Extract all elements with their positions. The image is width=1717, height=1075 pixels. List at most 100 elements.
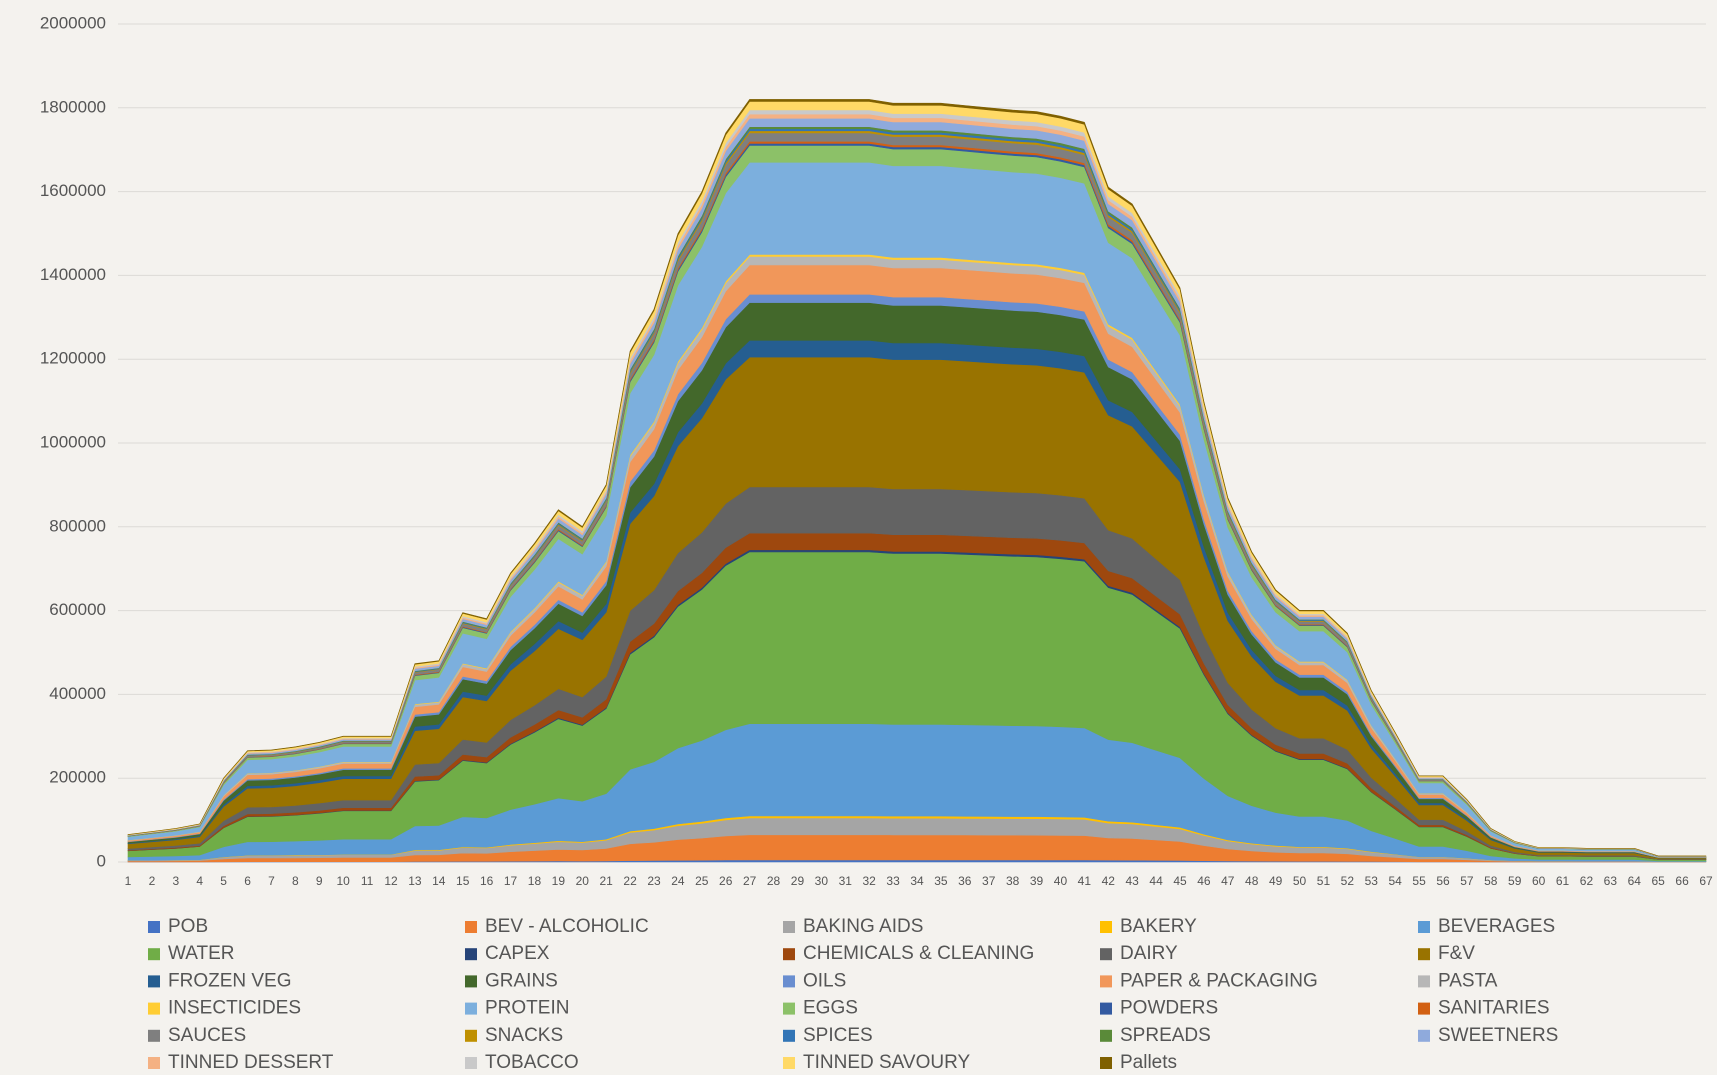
legend-label: INSECTICIDES — [168, 998, 301, 1019]
x-tick-label: 24 — [671, 874, 685, 888]
y-tick-label: 1200000 — [40, 349, 106, 368]
legend-swatch — [1418, 921, 1430, 933]
legend-swatch — [148, 1002, 160, 1015]
x-tick-label: 62 — [1580, 874, 1594, 888]
legend-swatch — [1100, 975, 1112, 988]
legend-label: BEV - ALCOHOLIC — [485, 916, 649, 937]
legend-label: FROZEN VEG — [168, 970, 292, 991]
legend-swatch — [148, 948, 160, 961]
x-tick-label: 16 — [480, 874, 494, 888]
legend-label: EGGS — [803, 998, 858, 1019]
x-tick-label: 2 — [149, 874, 156, 888]
legend-label: TINNED DESSERT — [168, 1052, 334, 1073]
x-tick-label: 58 — [1484, 874, 1498, 888]
legend-swatch — [1100, 948, 1112, 961]
x-tick-label: 4 — [196, 874, 203, 888]
x-tick-label: 40 — [1054, 874, 1068, 888]
x-tick-label: 60 — [1532, 874, 1546, 888]
x-tick-label: 66 — [1675, 874, 1689, 888]
legend-label: SNACKS — [485, 1025, 563, 1046]
plot-areas — [127, 99, 1707, 863]
x-tick-label: 38 — [1006, 874, 1020, 888]
legend-label: PROTEIN — [485, 998, 569, 1019]
x-tick-label: 19 — [552, 874, 566, 888]
x-tick-label: 18 — [528, 874, 542, 888]
x-tick-label: 57 — [1460, 874, 1474, 888]
legend-swatch — [465, 921, 477, 933]
x-tick-label: 56 — [1436, 874, 1450, 888]
y-tick-label: 800000 — [49, 516, 106, 535]
legend-swatch — [1100, 921, 1112, 933]
x-tick-label: 41 — [1078, 874, 1092, 888]
y-tick-label: 1000000 — [40, 432, 106, 451]
legend-swatch — [1100, 1057, 1112, 1069]
legend-swatch — [465, 1029, 477, 1042]
legend-swatch — [783, 1029, 795, 1042]
x-tick-label: 33 — [886, 874, 900, 888]
y-tick-label: 600000 — [49, 600, 106, 619]
legend-swatch — [465, 1002, 477, 1015]
x-tick-label: 34 — [910, 874, 924, 888]
legend-label: CAPEX — [485, 943, 550, 964]
x-tick-label: 54 — [1389, 874, 1403, 888]
x-tick-label: 46 — [1197, 874, 1211, 888]
y-tick-label: 1400000 — [40, 265, 106, 284]
axes: 0 200000 400000 600000 800000 1000000 1200000 1… — [40, 13, 1713, 888]
x-tick-label: 47 — [1221, 874, 1235, 888]
legend-swatch — [783, 921, 795, 933]
legend: POB BEV - ALCOHOLIC BAKING AIDS BAKERY BEVER… — [148, 916, 1558, 1073]
x-tick-label: 63 — [1604, 874, 1618, 888]
legend-swatch — [465, 975, 477, 988]
x-tick-label: 20 — [576, 874, 590, 888]
y-tick-label: 200000 — [49, 768, 106, 787]
x-tick-label: 9 — [316, 874, 323, 888]
x-tick-label: 53 — [1365, 874, 1379, 888]
x-tick-label: 42 — [1102, 874, 1116, 888]
x-tick-label: 35 — [934, 874, 948, 888]
legend-swatch — [1418, 948, 1430, 961]
legend-label: F&V — [1438, 943, 1475, 964]
x-tick-label: 28 — [767, 874, 781, 888]
x-tick-label: 65 — [1652, 874, 1666, 888]
x-tick-label: 21 — [600, 874, 614, 888]
x-tick-label: 23 — [647, 874, 661, 888]
x-tick-label: 52 — [1341, 874, 1355, 888]
legend-swatch — [148, 921, 160, 933]
legend-swatch — [1100, 1002, 1112, 1015]
legend-label: BAKING AIDS — [803, 916, 923, 937]
legend-label: TOBACCO — [485, 1052, 579, 1073]
legend-label: SAUCES — [168, 1025, 246, 1046]
legend-label: GRAINS — [485, 970, 558, 991]
x-tick-label: 36 — [958, 874, 972, 888]
legend-label: DAIRY — [1120, 943, 1178, 964]
legend-label: SANITARIES — [1438, 998, 1550, 1019]
x-tick-label: 44 — [1149, 874, 1163, 888]
y-tick-label: 0 — [97, 851, 106, 870]
legend-swatch — [1418, 975, 1430, 988]
legend-swatch — [783, 975, 795, 988]
legend-label: BAKERY — [1120, 916, 1197, 937]
legend-label: POWDERS — [1120, 998, 1218, 1019]
x-tick-label: 31 — [839, 874, 853, 888]
legend-swatch — [783, 1057, 795, 1069]
legend-swatch — [783, 948, 795, 961]
x-tick-label: 11 — [361, 874, 374, 888]
x-tick-label: 45 — [1173, 874, 1187, 888]
legend-swatch — [148, 1057, 160, 1069]
x-tick-label: 26 — [719, 874, 733, 888]
legend-label: PAPER & PACKAGING — [1120, 970, 1318, 991]
legend-label: POB — [168, 916, 208, 937]
legend-swatch — [465, 1057, 477, 1069]
x-tick-label: 8 — [292, 874, 299, 888]
x-tick-label: 67 — [1699, 874, 1713, 888]
x-tick-label: 6 — [244, 874, 251, 888]
x-tick-label: 32 — [863, 874, 877, 888]
x-tick-label: 49 — [1269, 874, 1283, 888]
legend-label: SPICES — [803, 1025, 873, 1046]
x-tick-label: 30 — [815, 874, 829, 888]
legend-label: PASTA — [1438, 970, 1498, 991]
legend-label: BEVERAGES — [1438, 916, 1555, 937]
legend-label: SWEETNERS — [1438, 1025, 1558, 1046]
x-tick-label: 55 — [1412, 874, 1426, 888]
